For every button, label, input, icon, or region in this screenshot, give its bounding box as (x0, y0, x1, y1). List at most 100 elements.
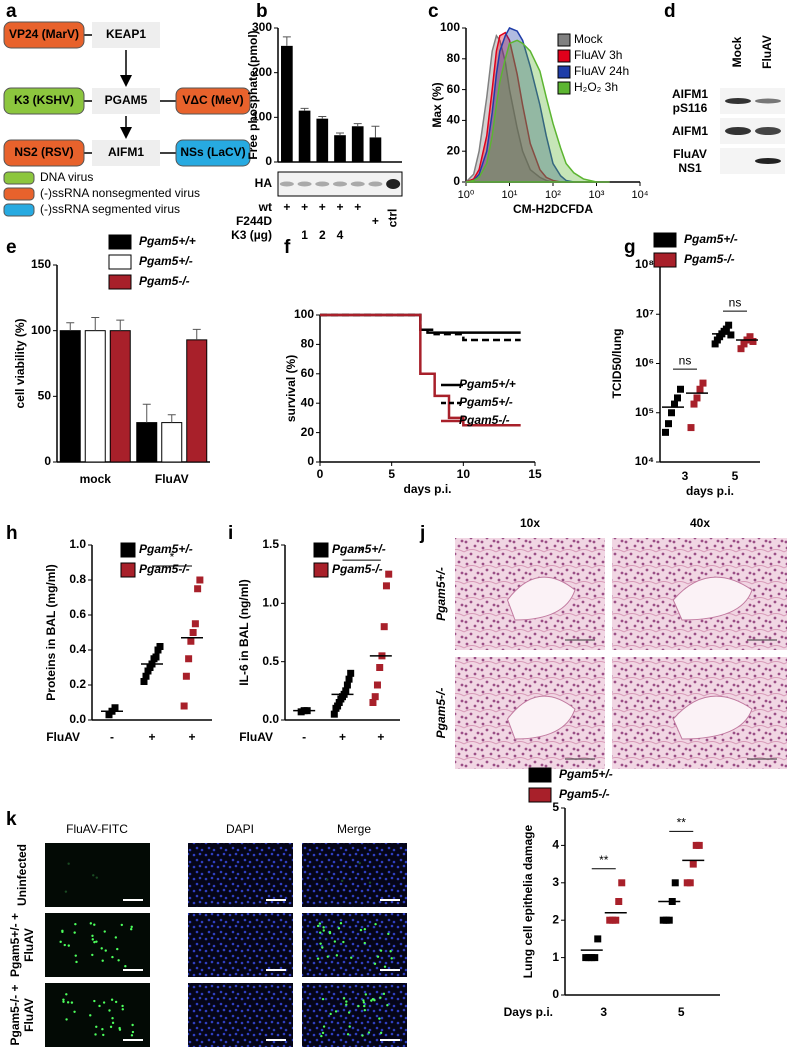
y-axis-label: Proteins in BAL (mg/ml) (44, 564, 58, 700)
x-tick-label: 3 (682, 469, 689, 483)
y-tick-label: 10⁵ (635, 405, 654, 419)
x-tick-label: FluAV (155, 472, 189, 486)
data-point (725, 321, 733, 329)
fitc-signal (109, 1025, 113, 1029)
fitc-signal (335, 954, 339, 957)
fitc-signal (333, 940, 337, 943)
bar (316, 118, 329, 162)
fitc-signal (361, 1034, 364, 1037)
fitc-signal (389, 950, 392, 953)
significance-label: * (170, 550, 175, 564)
data-point (194, 585, 202, 593)
data-point (371, 693, 379, 701)
fitc-signal (363, 1004, 366, 1008)
condition-value: + (283, 200, 290, 214)
error-bar (167, 414, 176, 423)
legend-swatch (3, 203, 35, 217)
fitc-signal (319, 931, 322, 934)
significance-label: ns (679, 353, 692, 367)
diagram-node (175, 87, 251, 115)
condition-label: F244D (236, 214, 272, 228)
data-point (696, 385, 704, 393)
y-tick-label: 10⁶ (635, 356, 654, 370)
fitc-signal (321, 997, 325, 1001)
fitc-signal (108, 1009, 111, 1012)
legend-swatch (120, 562, 136, 578)
y-tick-label: 100 (440, 20, 460, 34)
legend-label: Pgam5+/- (559, 767, 613, 781)
blot-band (279, 181, 294, 187)
blot-band (755, 127, 781, 135)
data-point (722, 325, 730, 333)
data-point (727, 331, 735, 339)
lane-label: FluAV (760, 35, 774, 69)
fitc-signal (102, 1001, 106, 1004)
diagram-node (3, 21, 85, 49)
y-tick-label: 5 (552, 800, 559, 814)
significance-label: ** (599, 853, 609, 867)
fitc-signal (70, 1001, 74, 1004)
panel-label: c (428, 1, 439, 22)
error-bar (142, 403, 151, 423)
y-axis-label: TCID50/lung (610, 328, 624, 398)
fitc-signal (346, 1033, 350, 1036)
blot-band (315, 181, 330, 187)
blot-row-label-box: AIFM1 pS116 (672, 87, 708, 115)
significance-label: ns (729, 295, 742, 309)
fitc-signal (348, 1025, 351, 1028)
fitc-signal (316, 957, 320, 960)
micrograph (188, 843, 293, 907)
x-tick-label: 15 (528, 467, 542, 481)
fitc-signal (370, 999, 373, 1002)
fitc-signal (364, 993, 368, 996)
fitc-signal (95, 876, 98, 879)
y-tick-label: 0 (307, 454, 314, 468)
column-header: Merge (337, 822, 371, 836)
column-header: DAPI (226, 822, 254, 836)
bar (351, 126, 364, 162)
error-bar (282, 36, 291, 46)
fitc-signal (345, 1000, 348, 1003)
data-point (345, 675, 353, 683)
column-header: FluAV-FITC (66, 822, 128, 836)
legend-swatch (528, 767, 552, 783)
condition-value: + (319, 200, 326, 214)
survival-line (320, 313, 521, 427)
bar (334, 135, 346, 162)
y-tick-label: 10⁷ (636, 306, 654, 320)
fitc-signal (98, 1004, 101, 1008)
fitc-signal (111, 1017, 114, 1020)
fitc-signal (95, 1025, 98, 1028)
y-tick-label: 100 (31, 323, 51, 337)
data-point (385, 570, 393, 578)
x-tick-label: 10³ (589, 189, 605, 201)
condition-value: 4 (337, 228, 344, 242)
panel-label: b (256, 1, 268, 22)
error-bar (116, 319, 125, 331)
blot-band (368, 181, 383, 187)
x-tick-label: 10⁴ (632, 189, 649, 201)
condition-value: + (336, 200, 343, 214)
micrograph (45, 983, 150, 1047)
micrograph-feature (672, 695, 753, 740)
data-point (185, 655, 193, 663)
diagram-node-label: K3 (KSHV) (14, 93, 74, 107)
fitc-signal (371, 997, 375, 1001)
y-tick-label: 200 (252, 65, 272, 79)
x-tick-label: 5 (388, 467, 395, 481)
legend-swatch (557, 33, 571, 47)
legend-swatch (557, 65, 571, 79)
fitc-signal (320, 1034, 323, 1038)
y-tick-label: 0 (44, 454, 51, 468)
legend-label: Pgam5+/- (139, 254, 193, 268)
diagram-node (3, 87, 85, 115)
fitc-signal (386, 1004, 389, 1007)
y-tick-label: 0 (453, 174, 460, 188)
fitc-signal (74, 954, 77, 957)
legend-swatch (313, 562, 329, 578)
fitc-signal (378, 1017, 381, 1020)
y-tick-label: 1.0 (262, 596, 279, 610)
y-tick-label: 4 (552, 838, 559, 852)
legend-label: FluAV 24h (574, 64, 629, 78)
